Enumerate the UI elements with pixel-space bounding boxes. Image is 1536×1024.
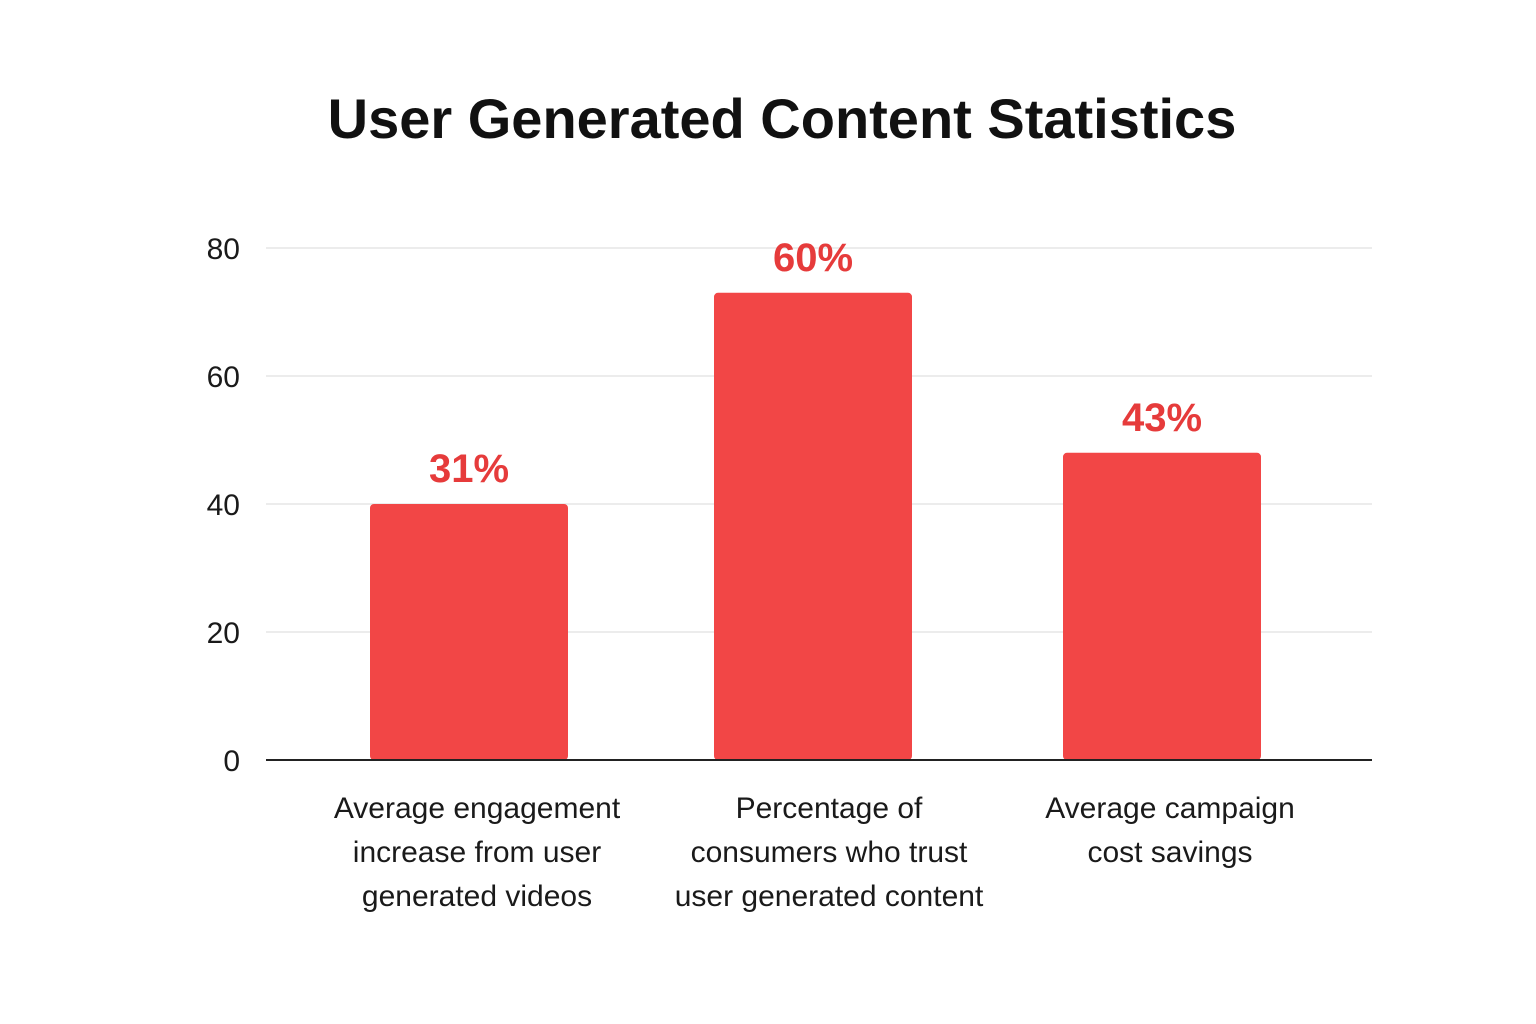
category-label: increase from user (353, 836, 601, 869)
bars (370, 292, 1261, 760)
bar (370, 504, 568, 760)
category-label: user generated content (675, 880, 984, 913)
bar (714, 292, 912, 760)
data-label: 31% (429, 447, 509, 491)
y-tick-label: 80 (207, 233, 240, 266)
data-labels: 31% 60% 43% (429, 236, 1202, 491)
y-tick-label: 60 (207, 361, 240, 394)
chart-title: User Generated Content Statistics (328, 87, 1237, 150)
category-label: Average engagement (334, 792, 621, 825)
category-label: Average campaign (1045, 792, 1295, 825)
data-label: 60% (773, 236, 853, 280)
y-tick-label: 40 (207, 489, 240, 522)
data-label: 43% (1122, 396, 1202, 440)
category-labels: Average engagement increase from user gene… (334, 792, 1295, 913)
y-tick-label: 20 (207, 617, 240, 650)
y-axis-ticks: 0 20 40 60 80 (207, 233, 240, 778)
category-label: Percentage of (736, 792, 923, 825)
category-label: consumers who trust (691, 836, 968, 869)
y-tick-label: 0 (223, 745, 240, 778)
category-label: generated videos (362, 880, 592, 913)
bar (1063, 452, 1261, 760)
category-label: cost savings (1087, 836, 1252, 869)
